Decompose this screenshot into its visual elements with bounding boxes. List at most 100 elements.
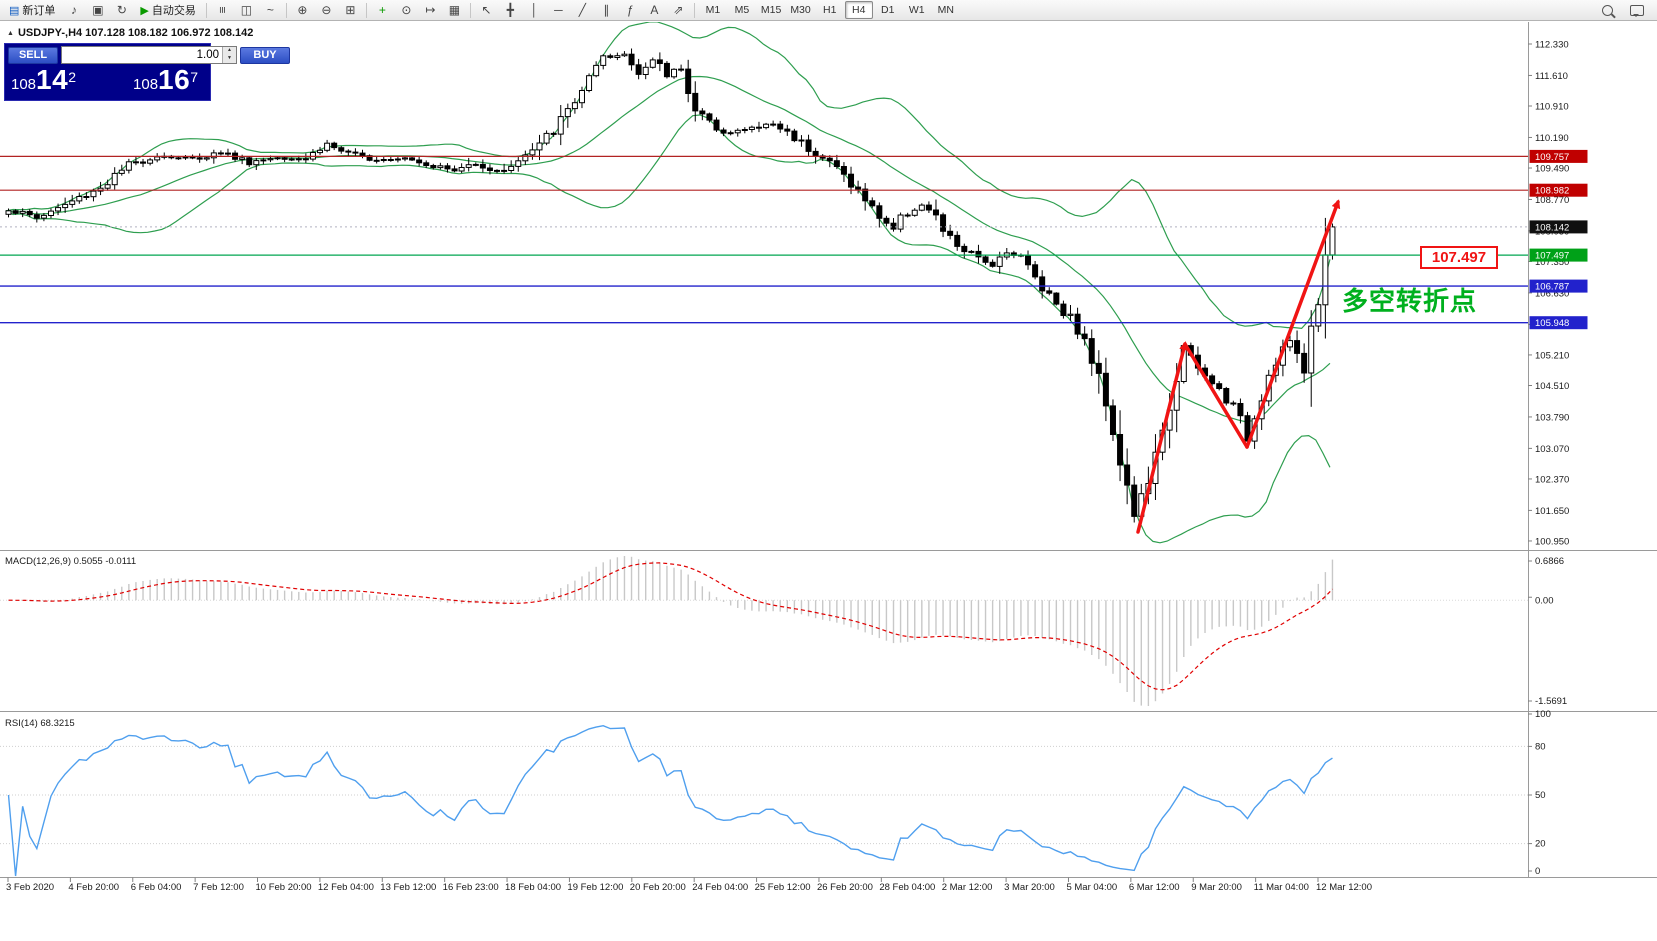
timeframe-m15-button[interactable]: M15	[760, 4, 782, 16]
crosshair-icon[interactable]: ╋	[499, 1, 522, 20]
new-order-button-label: 新订单	[22, 5, 56, 17]
bollinger-upper-band	[5, 22, 1331, 330]
cursor-icon[interactable]: ↖	[475, 1, 498, 20]
svg-text:105.210: 105.210	[1535, 350, 1569, 361]
autotrade-icon: ▶	[140, 4, 149, 17]
price-tag-107.497	[1529, 248, 1588, 262]
rsi-panel	[0, 724, 1528, 877]
search-icon[interactable]	[1596, 1, 1619, 20]
trendline-icon: ╱	[578, 3, 586, 17]
timeframe-w1-button[interactable]: W1	[908, 4, 925, 16]
arrows-icon: ⇗	[673, 3, 684, 17]
alerts-icon[interactable]: ♪	[62, 1, 85, 20]
alerts-icon: ♪	[70, 3, 77, 17]
zoom-out-icon[interactable]: ⊖	[315, 1, 338, 20]
chart-area[interactable]: 112.330 111.610 110.910 110.190 109.490 108.7…	[0, 22, 1657, 941]
svg-text:104.510: 104.510	[1535, 381, 1569, 392]
sell-button[interactable]: SELL	[8, 46, 58, 64]
svg-text:108.142: 108.142	[1535, 222, 1569, 233]
vertical-line-icon[interactable]: │	[523, 1, 546, 20]
tile-windows-icon[interactable]: ⊞	[339, 1, 362, 20]
bollinger-middle-band	[5, 75, 1331, 423]
line-chart-icon[interactable]: ~	[259, 1, 282, 20]
svg-text:24 Feb 04:00: 24 Feb 04:00	[692, 882, 748, 893]
bars-icon[interactable]: ≡	[211, 1, 234, 20]
svg-text:12 Mar 12:00: 12 Mar 12:00	[1316, 882, 1372, 893]
horizontal-line-icon[interactable]: ─	[547, 1, 570, 20]
one-click-trading-panel: SELL ▲ ▼ BUY 108 14 2 108	[4, 43, 290, 101]
svg-text:4 Feb 20:00: 4 Feb 20:00	[68, 882, 119, 893]
sell-price[interactable]: 108 14 2	[11, 66, 76, 94]
svg-text:50: 50	[1535, 790, 1546, 801]
fibonacci-icon: ƒ	[627, 3, 634, 17]
turning-point-annotation: 多空转折点	[1342, 286, 1478, 316]
chat-icon[interactable]	[1625, 1, 1648, 20]
timeframe-m30-button[interactable]: M30	[790, 4, 811, 16]
search-icon	[1602, 4, 1613, 16]
svg-text:12 Feb 04:00: 12 Feb 04:00	[318, 882, 374, 893]
svg-text:100.950: 100.950	[1535, 536, 1569, 547]
svg-text:2 Mar 12:00: 2 Mar 12:00	[942, 882, 993, 893]
price-tag-109.757	[1529, 149, 1588, 163]
svg-text:5 Mar 04:00: 5 Mar 04:00	[1066, 882, 1117, 893]
toolbar-separator	[693, 2, 695, 18]
buy-price[interactable]: 108 16 7	[133, 66, 198, 94]
rsi-line	[7, 724, 1333, 877]
mailbox-icon[interactable]: ▣	[86, 1, 109, 20]
cursor-icon: ↖	[481, 3, 492, 17]
chart-chrome: 112.330 111.610 110.910 110.190 109.490 108.7…	[0, 22, 1657, 893]
buy-button[interactable]: BUY	[240, 46, 290, 64]
templates-icon: ▦	[448, 3, 461, 17]
candles-icon[interactable]: ◫	[235, 1, 258, 20]
svg-text:109.490: 109.490	[1535, 164, 1569, 175]
symbol-ohlc-text: USDJPY-,H4 107.128 108.182 106.972 108.1…	[17, 27, 254, 39]
text-icon: A	[650, 3, 659, 17]
svg-text:103.070: 103.070	[1535, 444, 1569, 455]
volume-spinner: ▲ ▼	[222, 47, 236, 63]
sell-price-main: 14	[36, 64, 69, 95]
volume-input[interactable]	[62, 47, 222, 63]
indicators-icon: +	[378, 3, 386, 17]
tile-windows-icon: ⊞	[345, 3, 356, 17]
toolbar-separator	[469, 2, 471, 18]
timeframe-d1-button[interactable]: D1	[881, 4, 895, 16]
collapse-panel-icon[interactable]: ▲	[7, 29, 14, 37]
fibonacci-icon[interactable]: ƒ	[619, 1, 642, 20]
macd-panel	[0, 556, 1528, 706]
toolbar-separator	[285, 2, 287, 18]
volume-up-button[interactable]: ▲	[223, 47, 236, 55]
svg-text:0.6866: 0.6866	[1535, 556, 1564, 567]
trend-arrow-segment	[1183, 342, 1249, 449]
svg-text:26 Feb 20:00: 26 Feb 20:00	[817, 882, 873, 893]
svg-text:0: 0	[1535, 866, 1540, 877]
volume-down-button[interactable]: ▼	[223, 55, 236, 63]
indicators-icon[interactable]: +	[371, 1, 394, 20]
zoom-in-icon: ⊕	[297, 3, 308, 17]
candles-icon: ◫	[240, 3, 253, 17]
svg-text:13 Feb 12:00: 13 Feb 12:00	[380, 882, 436, 893]
timeframe-h4-button[interactable]: H4	[844, 1, 873, 19]
timeframe-m1-button[interactable]: M1	[705, 4, 721, 16]
timeframe-h1-button[interactable]: H1	[823, 4, 837, 16]
svg-text:111.610: 111.610	[1535, 71, 1568, 82]
macd-signal-line	[8, 562, 1333, 691]
auto-scroll-icon[interactable]: ⊙	[395, 1, 418, 20]
price-callout: 107.497	[1420, 246, 1498, 269]
channel-icon[interactable]: ∥	[595, 1, 618, 20]
timeframe-m5-button[interactable]: M5	[734, 4, 750, 16]
timeframe-mn-button[interactable]: MN	[937, 4, 954, 16]
trendline-icon[interactable]: ╱	[571, 1, 594, 20]
templates-icon[interactable]: ▦	[443, 1, 466, 20]
price-tag-108.142	[1529, 220, 1588, 234]
svg-text:106.787: 106.787	[1535, 282, 1569, 293]
refresh-icon[interactable]: ↻	[110, 1, 133, 20]
new-order-button[interactable]: ▤ 新订单	[3, 0, 61, 21]
arrows-icon[interactable]: ⇗	[667, 1, 690, 20]
svg-text:106.630: 106.630	[1535, 288, 1569, 299]
chart-shift-icon[interactable]: ↦	[419, 1, 442, 20]
autotrade-button[interactable]: ▶ 自动交易	[134, 0, 201, 21]
svg-text:100: 100	[1535, 709, 1551, 720]
zoom-in-icon[interactable]: ⊕	[291, 1, 314, 20]
bollinger-lower-band	[5, 114, 1331, 544]
text-icon[interactable]: A	[643, 1, 666, 20]
